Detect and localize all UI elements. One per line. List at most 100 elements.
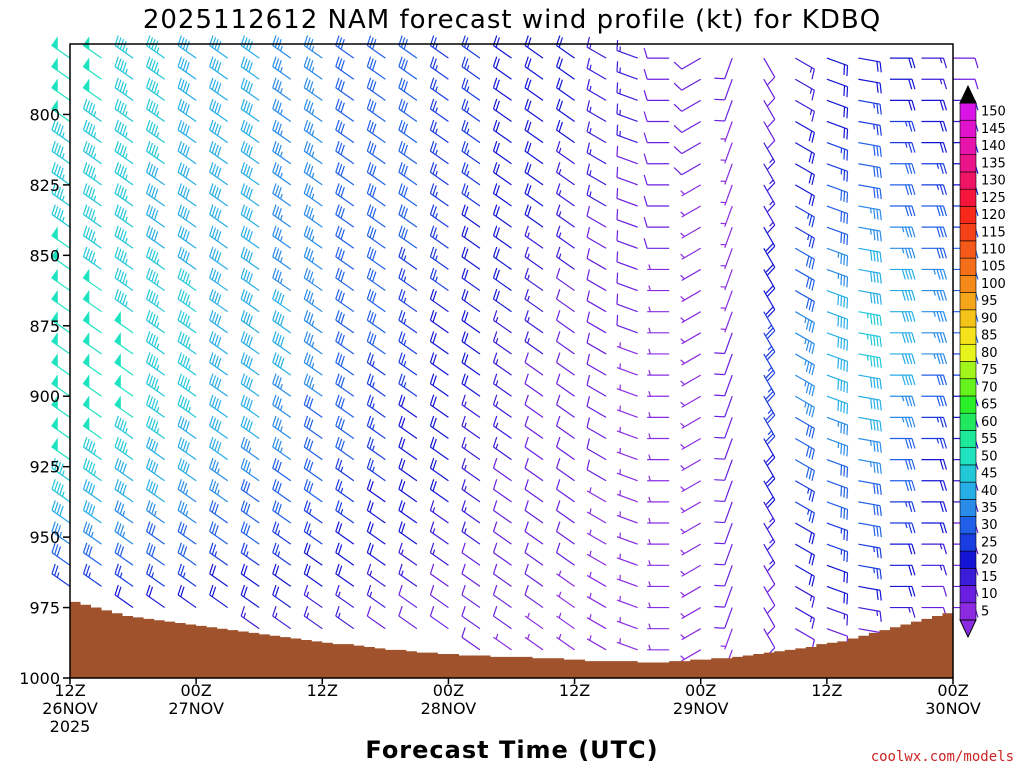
wind-barb (555, 119, 575, 144)
wind-barb (272, 267, 292, 292)
wind-barb (826, 99, 849, 119)
wind-barb (826, 437, 849, 457)
wind-barb (826, 459, 849, 478)
wind-barb (953, 57, 979, 69)
wind-barb (921, 247, 948, 259)
wind-barb (398, 246, 418, 270)
wind-barb (146, 141, 165, 165)
colorbar-swatch (959, 102, 977, 121)
wind-barb (272, 584, 292, 609)
wind-barb (398, 35, 418, 59)
wind-barb (335, 584, 355, 609)
wind-barb (921, 459, 948, 470)
wind-barb (272, 479, 292, 503)
wind-barb (82, 563, 102, 587)
wind-barb (714, 543, 733, 566)
wind-barb (146, 500, 165, 524)
wind-barb (889, 57, 916, 69)
wind-barb (177, 500, 197, 524)
wind-barb (586, 550, 607, 566)
wind-barb (858, 585, 882, 601)
wind-barb (555, 479, 575, 503)
wind-barb (673, 78, 702, 91)
wind-barb (763, 226, 776, 255)
wind-barb (398, 183, 418, 207)
wind-barb (720, 226, 733, 249)
wind-barb (763, 501, 776, 529)
wind-barb (795, 353, 815, 376)
wind-barb (616, 61, 638, 80)
wind-barb (795, 163, 815, 186)
wind-barb (714, 79, 733, 101)
wind-barb (177, 415, 197, 439)
wind-barbs (51, 35, 979, 671)
colorbar-label: 125 (981, 191, 1006, 206)
wind-barb (586, 57, 607, 80)
wind-barb (643, 47, 670, 59)
wind-barb (763, 564, 776, 593)
wind-barb (714, 501, 733, 524)
wind-barb (858, 395, 882, 411)
wind-barb (858, 332, 882, 348)
wind-barb (209, 458, 229, 482)
wind-barb (524, 436, 544, 461)
wind-barb (524, 141, 544, 165)
wind-barb (826, 564, 849, 584)
chart-title: 2025112612 NAM forecast wind profile (kt… (143, 5, 881, 35)
wind-barb (492, 56, 512, 80)
wind-barb (524, 563, 544, 587)
wind-barb (921, 374, 948, 386)
wind-barb (366, 98, 386, 122)
x-tick-label: 12Z (307, 681, 338, 700)
wind-barb (240, 310, 260, 334)
wind-barb (795, 99, 815, 122)
wind-barb (272, 331, 292, 355)
wind-barb (680, 374, 702, 387)
wind-barb (240, 542, 260, 566)
wind-barb (858, 543, 882, 559)
wind-barb (51, 99, 71, 122)
wind-barb (51, 57, 71, 80)
colorbar-label: 40 (981, 484, 998, 499)
wind-barb (586, 311, 607, 334)
wind-barb (795, 247, 815, 270)
wind-barb (921, 311, 948, 322)
colorbar-label: 65 (981, 398, 998, 413)
colorbar-label: 10 (981, 587, 998, 602)
wind-barb (366, 267, 386, 292)
credit-link[interactable]: coolwx.com/models (871, 749, 1014, 765)
wind-barb (921, 205, 948, 217)
wind-barb (398, 98, 418, 122)
wind-barb (335, 56, 355, 80)
wind-barb (114, 332, 134, 355)
wind-barb (555, 500, 575, 524)
wind-barb (720, 311, 733, 333)
wind-barb (921, 395, 948, 407)
wind-barb (889, 374, 916, 386)
wind-barb (272, 352, 292, 376)
wind-barb (921, 78, 948, 90)
wind-barb (366, 119, 386, 144)
wind-barb (398, 584, 418, 609)
wind-barb (114, 77, 134, 101)
wind-barb (82, 57, 102, 80)
wind-barb (114, 183, 134, 207)
wind-barb (763, 543, 776, 572)
x-tick-label: 30NOV (925, 699, 981, 718)
wind-barb (209, 584, 229, 609)
wind-barb (303, 605, 323, 630)
wind-barb (492, 225, 512, 249)
wind-barb (616, 574, 638, 587)
wind-barb (82, 353, 102, 376)
wind-barb (616, 384, 638, 397)
y-tick-label: 1000 (19, 669, 60, 688)
wind-barb (795, 607, 815, 629)
wind-barb (826, 163, 849, 182)
x-tick-label: 00Z (685, 681, 716, 700)
wind-barb (209, 98, 229, 122)
wind-barb (524, 612, 544, 630)
wind-barb (795, 459, 815, 481)
wind-barb (177, 35, 197, 59)
wind-barb (335, 605, 355, 630)
wind-barb (272, 162, 292, 186)
